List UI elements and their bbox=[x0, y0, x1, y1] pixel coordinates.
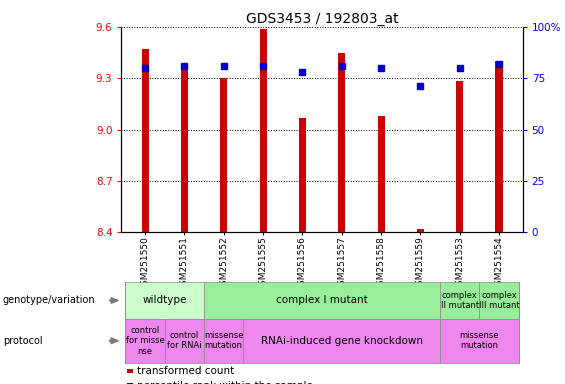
Bar bbox=[299, 118, 306, 232]
Bar bbox=[456, 81, 463, 232]
Text: transformed count: transformed count bbox=[137, 366, 234, 376]
Bar bbox=[496, 61, 503, 232]
Text: percentile rank within the sample: percentile rank within the sample bbox=[137, 381, 313, 384]
Text: missense
mutation: missense mutation bbox=[204, 331, 244, 351]
Text: complex
III mutant: complex III mutant bbox=[479, 291, 519, 310]
Text: control
for misse
nse: control for misse nse bbox=[125, 326, 164, 356]
Text: complex I mutant: complex I mutant bbox=[276, 295, 368, 306]
Text: protocol: protocol bbox=[3, 336, 42, 346]
Bar bbox=[377, 116, 385, 232]
Text: control
for RNAi: control for RNAi bbox=[167, 331, 202, 351]
Bar bbox=[181, 70, 188, 232]
Bar bbox=[338, 53, 345, 232]
Title: GDS3453 / 192803_at: GDS3453 / 192803_at bbox=[246, 12, 398, 26]
Text: wildtype: wildtype bbox=[142, 295, 187, 306]
Text: missense
mutation: missense mutation bbox=[459, 331, 499, 351]
Bar bbox=[259, 30, 267, 232]
Bar bbox=[141, 49, 149, 232]
Text: complex
II mutant: complex II mutant bbox=[441, 291, 479, 310]
Bar bbox=[417, 229, 424, 232]
Text: genotype/variation: genotype/variation bbox=[3, 295, 95, 306]
Bar bbox=[220, 78, 227, 232]
Text: RNAi-induced gene knockdown: RNAi-induced gene knockdown bbox=[260, 336, 423, 346]
